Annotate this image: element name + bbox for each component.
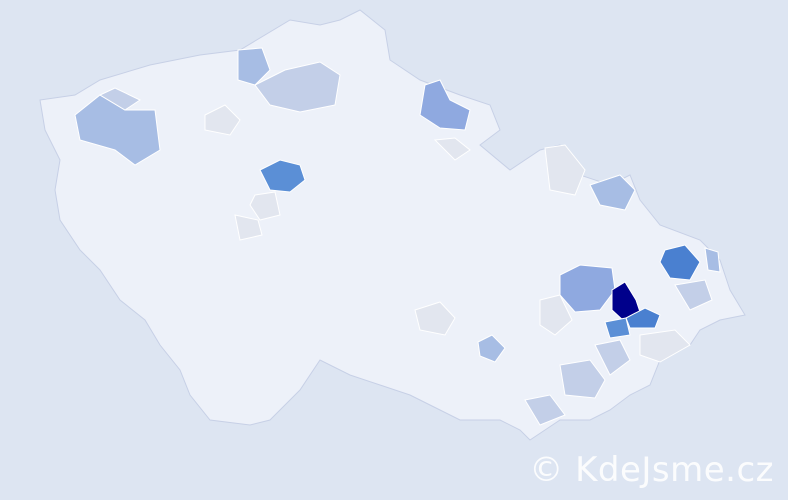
district-region[interactable] bbox=[559, 264, 616, 313]
district-region[interactable] bbox=[477, 334, 506, 363]
district-region[interactable] bbox=[625, 307, 661, 329]
district-region[interactable] bbox=[524, 394, 566, 426]
district-region[interactable] bbox=[544, 144, 586, 196]
district-region[interactable] bbox=[604, 317, 631, 339]
district-region[interactable] bbox=[659, 244, 701, 281]
district-region[interactable] bbox=[433, 137, 471, 161]
district-region[interactable] bbox=[539, 294, 573, 336]
district-region[interactable] bbox=[639, 329, 691, 363]
district-region[interactable] bbox=[704, 247, 721, 273]
district-region[interactable] bbox=[237, 47, 271, 86]
district-region[interactable] bbox=[259, 159, 306, 193]
district-regions bbox=[74, 47, 721, 426]
watermark: © KdeJsme.cz bbox=[529, 450, 774, 490]
district-region[interactable] bbox=[98, 87, 142, 111]
district-region[interactable] bbox=[234, 214, 263, 241]
district-region[interactable] bbox=[249, 191, 281, 221]
district-region[interactable] bbox=[559, 359, 606, 399]
district-region[interactable] bbox=[204, 104, 241, 136]
country-outline bbox=[39, 9, 746, 441]
district-region[interactable] bbox=[419, 79, 471, 131]
district-region[interactable] bbox=[594, 339, 631, 376]
district-region[interactable] bbox=[254, 61, 341, 113]
district-region[interactable] bbox=[589, 174, 636, 211]
district-region[interactable] bbox=[674, 279, 713, 311]
district-region[interactable] bbox=[414, 301, 456, 336]
